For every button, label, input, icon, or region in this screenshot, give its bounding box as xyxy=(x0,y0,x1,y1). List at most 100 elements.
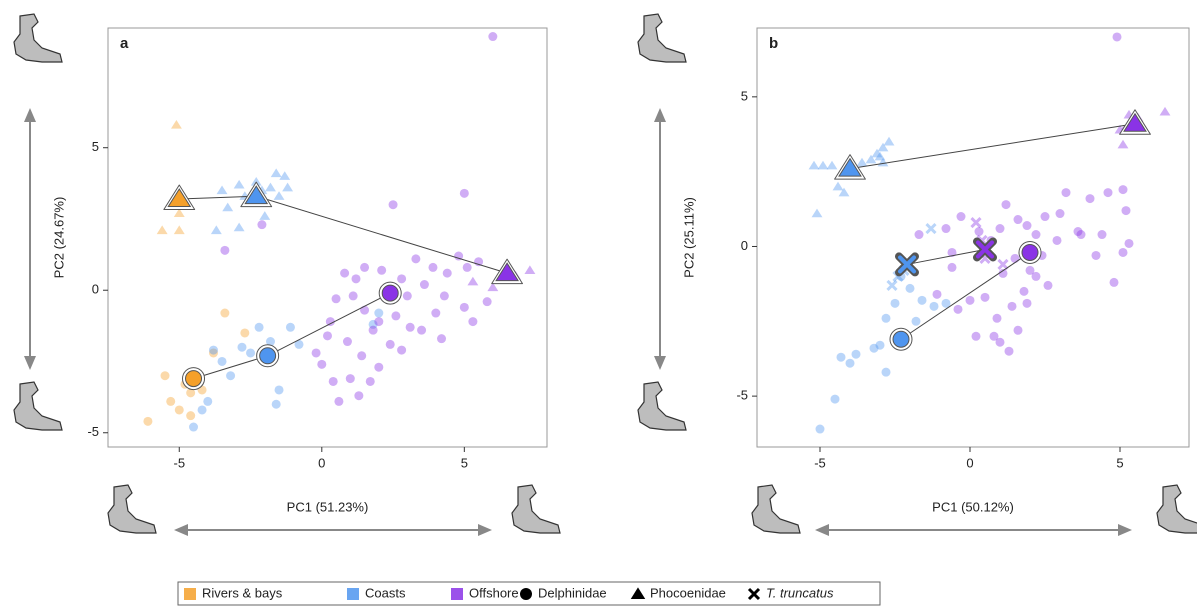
x-axis-label: PC1 (51.23%) xyxy=(287,499,369,514)
point xyxy=(956,212,966,222)
point xyxy=(830,394,840,404)
point xyxy=(1118,185,1128,195)
point xyxy=(989,331,999,341)
point xyxy=(265,182,276,192)
point xyxy=(826,160,838,170)
point xyxy=(368,319,378,329)
point xyxy=(971,331,981,341)
point xyxy=(817,160,829,170)
legend-swatch xyxy=(451,588,463,600)
group-mean xyxy=(895,252,919,277)
point xyxy=(874,151,886,161)
point xyxy=(345,374,355,384)
mean-fill xyxy=(1123,112,1147,132)
point xyxy=(274,385,284,395)
point xyxy=(953,304,963,314)
point xyxy=(348,291,358,301)
group-mean xyxy=(378,281,402,305)
group-mean xyxy=(163,184,196,211)
point xyxy=(143,416,153,426)
point xyxy=(174,405,184,415)
legend-swatch xyxy=(184,588,196,600)
point xyxy=(1118,247,1128,257)
point xyxy=(220,308,230,318)
point xyxy=(970,216,982,229)
point xyxy=(932,289,942,299)
point xyxy=(311,348,321,358)
mean-fill xyxy=(1021,243,1039,261)
point xyxy=(246,348,256,358)
y-tick-label: -5 xyxy=(87,424,99,439)
mean-fill xyxy=(185,370,203,388)
group-mean xyxy=(491,258,523,285)
point xyxy=(222,202,234,212)
point xyxy=(929,301,939,311)
point xyxy=(886,279,898,291)
point xyxy=(391,311,401,321)
point xyxy=(186,388,196,398)
point xyxy=(270,168,282,178)
point xyxy=(216,185,228,195)
mean-fill xyxy=(838,157,862,177)
point xyxy=(240,328,250,338)
point xyxy=(325,317,335,327)
point xyxy=(881,367,891,377)
point xyxy=(875,340,885,350)
point xyxy=(911,316,921,326)
point xyxy=(334,396,344,406)
group-mean xyxy=(973,237,997,262)
point xyxy=(890,298,900,308)
point xyxy=(340,268,350,278)
point xyxy=(331,294,341,304)
point xyxy=(459,302,469,312)
point xyxy=(1061,188,1071,198)
point xyxy=(454,251,464,261)
point xyxy=(208,348,218,358)
point xyxy=(467,276,479,286)
point xyxy=(965,295,975,305)
point xyxy=(210,225,222,235)
point xyxy=(189,422,199,432)
point xyxy=(1001,200,1011,210)
point xyxy=(271,399,281,409)
point xyxy=(1073,227,1083,237)
point xyxy=(442,268,452,278)
point xyxy=(851,349,861,359)
panel-label: a xyxy=(120,35,129,52)
point xyxy=(998,268,1008,278)
group-mean xyxy=(182,367,206,391)
y-tick-label: 5 xyxy=(741,88,748,103)
mean-fill xyxy=(898,255,916,274)
point xyxy=(217,356,227,366)
point xyxy=(428,262,438,272)
point xyxy=(220,245,230,255)
x-axis-label: PC1 (50.12%) xyxy=(932,499,1014,514)
y-tick-label: 0 xyxy=(92,282,99,297)
mean-fill xyxy=(976,240,994,259)
mean-link xyxy=(849,123,1136,170)
point xyxy=(1121,206,1131,216)
axis-arrows xyxy=(24,108,1132,536)
legend-symbol xyxy=(630,587,646,599)
point xyxy=(856,157,868,167)
y-axis-label: PC2 (25.11%) xyxy=(681,197,696,278)
point xyxy=(1025,265,1035,275)
point xyxy=(233,222,245,232)
point xyxy=(1043,280,1053,290)
y-axis-label: PC2 (24.67%) xyxy=(51,197,66,279)
point xyxy=(374,308,384,318)
x-tick-label: -5 xyxy=(173,455,185,470)
mean-fill xyxy=(167,188,192,208)
point xyxy=(1013,215,1023,225)
point xyxy=(1091,250,1101,260)
mean-fill xyxy=(495,262,519,282)
point xyxy=(397,345,407,355)
point xyxy=(360,305,370,315)
mean-link xyxy=(906,248,986,265)
point xyxy=(462,262,472,272)
legend-symbol xyxy=(520,588,532,600)
point xyxy=(871,148,883,158)
point xyxy=(1112,32,1122,42)
point xyxy=(914,230,924,240)
